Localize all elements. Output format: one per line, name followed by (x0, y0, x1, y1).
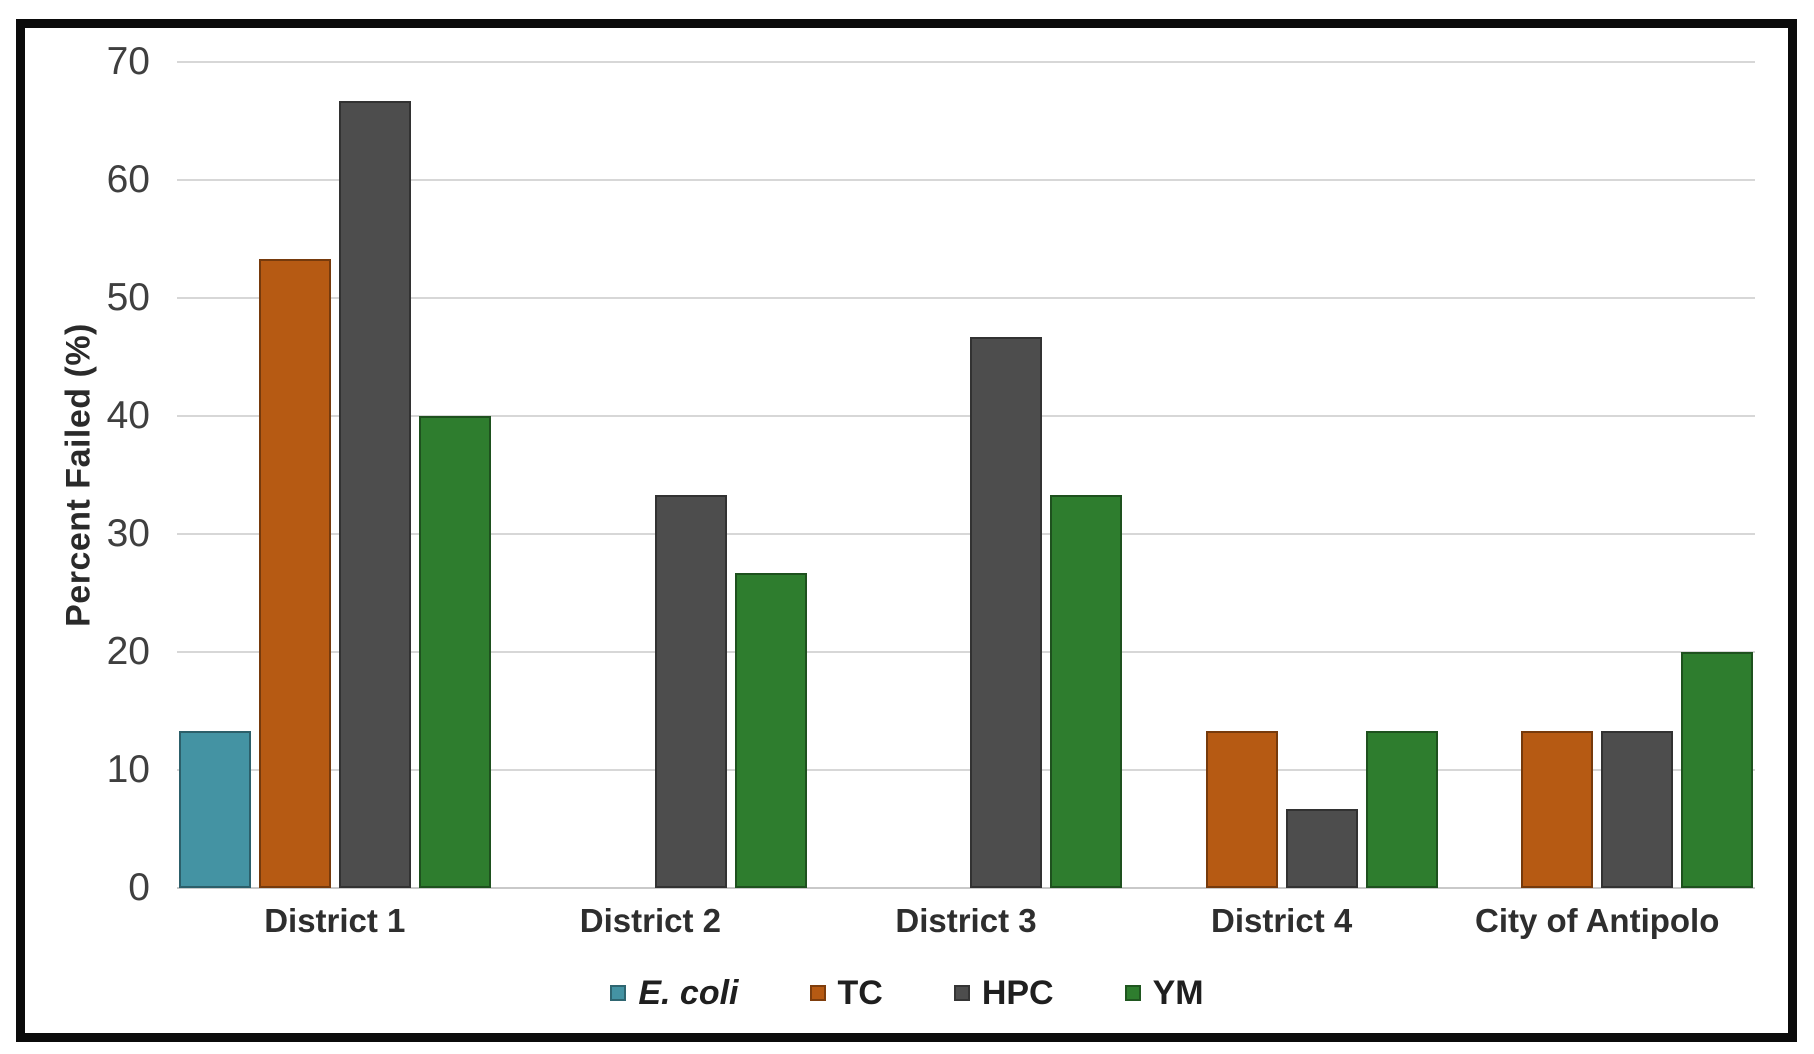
bar-ym-district-2 (734, 572, 807, 888)
bar-hpc-district-2 (654, 495, 727, 888)
bar-e-coli-district-1 (179, 731, 251, 888)
gridline-30 (177, 533, 1755, 535)
y-axis-tick-label-10: 10 (106, 748, 150, 791)
bar-hpc-district-3 (970, 336, 1043, 888)
bar-tc-city-of-antipolo (1521, 731, 1594, 888)
bar-hpc-city-of-antipolo (1601, 731, 1674, 888)
y-axis-tick-label-40: 40 (106, 394, 150, 437)
bar-ym-district-3 (1050, 495, 1123, 888)
y-axis-tick-label-0: 0 (128, 866, 150, 909)
legend-label-e-coli: E. coli (638, 974, 739, 1012)
bar-ym-district-1 (419, 416, 491, 888)
bar-ym-city-of-antipolo (1681, 652, 1754, 888)
y-axis-tick-label-60: 60 (106, 158, 150, 201)
x-axis-category-label-district-1: District 1 (264, 902, 406, 939)
bar-tc-district-4 (1205, 731, 1278, 888)
legend-item-tc: TC (809, 969, 883, 1017)
legend-label-ym: YM (1152, 974, 1204, 1012)
legend-item-ym: YM (1124, 969, 1204, 1017)
gridline-60 (177, 179, 1755, 181)
gridline-0 (177, 887, 1755, 889)
legend: E. coli TC HPC YM (0, 969, 1814, 1017)
legend-swatch-tc-icon (809, 985, 826, 1001)
legend-swatch-e-coli-icon (610, 985, 627, 1001)
gridline-50 (177, 297, 1755, 299)
gridline-70 (177, 61, 1755, 63)
x-axis-category-label-city-of-antipolo: City of Antipolo (1474, 902, 1720, 939)
y-axis-tick-label-70: 70 (106, 40, 150, 83)
y-axis-tick-label-30: 30 (106, 512, 150, 555)
legend-item-hpc: HPC (953, 969, 1054, 1017)
gridline-10 (177, 769, 1755, 771)
bar-ym-district-4 (1365, 731, 1438, 888)
y-axis-title: Percent Failed (%) (59, 323, 98, 627)
plot-area (177, 62, 1755, 888)
bar-tc-district-1 (259, 259, 331, 888)
gridline-20 (177, 651, 1755, 653)
y-axis-tick-label-50: 50 (106, 276, 150, 319)
bar-hpc-district-1 (339, 100, 411, 888)
x-axis-category-label-district-3: District 3 (895, 902, 1037, 939)
gridline-40 (177, 415, 1755, 417)
legend-swatch-ym-icon (1124, 985, 1141, 1001)
x-axis-category-label-district-4: District 4 (1210, 902, 1353, 939)
legend-label-tc: TC (837, 974, 883, 1012)
y-axis-tick-label-20: 20 (106, 630, 150, 673)
legend-label-hpc: HPC (981, 974, 1054, 1012)
legend-swatch-hpc-icon (953, 985, 970, 1001)
legend-item-e-coli: E. coli (610, 969, 739, 1017)
bar-hpc-district-4 (1285, 808, 1358, 888)
x-axis-category-label-district-2: District 2 (579, 902, 721, 939)
